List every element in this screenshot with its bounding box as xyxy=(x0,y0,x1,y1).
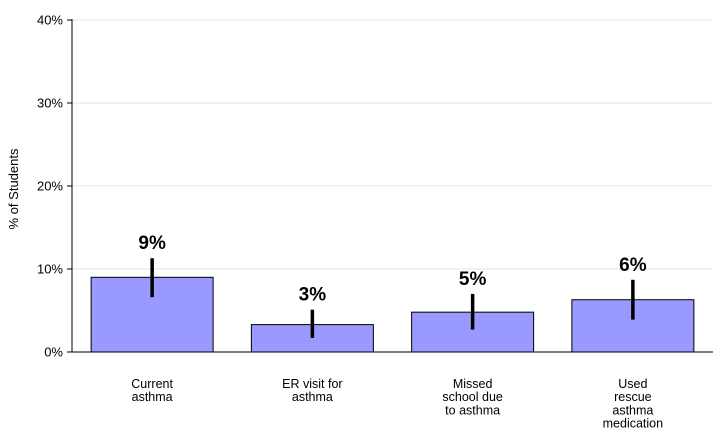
category-label-line: Missed xyxy=(453,377,493,391)
category-label-line: ER visit for xyxy=(282,377,342,391)
category-label-line: to asthma xyxy=(445,403,500,417)
axes xyxy=(67,19,713,353)
category-label-line: Current xyxy=(131,377,173,391)
category-label-line: school due xyxy=(442,390,503,404)
category-label-line: asthma xyxy=(132,390,173,404)
category-label-line: asthma xyxy=(612,403,653,417)
category-label-line: Used xyxy=(618,377,647,391)
y-tick-label: 10% xyxy=(37,262,63,277)
error-bars xyxy=(150,258,635,338)
category-label: Used rescue asthma medication xyxy=(603,377,663,431)
y-tick-label: 30% xyxy=(37,96,63,111)
category-label-line: rescue xyxy=(614,390,652,404)
data-label: 3% xyxy=(299,285,327,306)
category-label-line: medication xyxy=(603,417,663,431)
data-label: 6% xyxy=(619,255,647,276)
data-label: 9% xyxy=(138,233,166,254)
category-label: Missed school due to asthma xyxy=(442,377,503,417)
category-label: Current asthma xyxy=(131,377,173,404)
y-tick-label: 0% xyxy=(44,345,63,360)
y-axis-title: % of Students xyxy=(6,148,21,229)
y-tick-labels: 0% 10% 20% 30% 40% xyxy=(37,13,63,360)
data-labels: 9% 3% 5% 6% xyxy=(138,233,646,305)
gridlines xyxy=(72,19,713,270)
y-tick-label: 40% xyxy=(37,13,63,28)
bars xyxy=(90,276,695,353)
data-label: 5% xyxy=(459,269,487,290)
y-tick-label: 20% xyxy=(37,179,63,194)
category-label: ER visit for asthma xyxy=(282,377,342,404)
category-label-line: asthma xyxy=(292,390,333,404)
